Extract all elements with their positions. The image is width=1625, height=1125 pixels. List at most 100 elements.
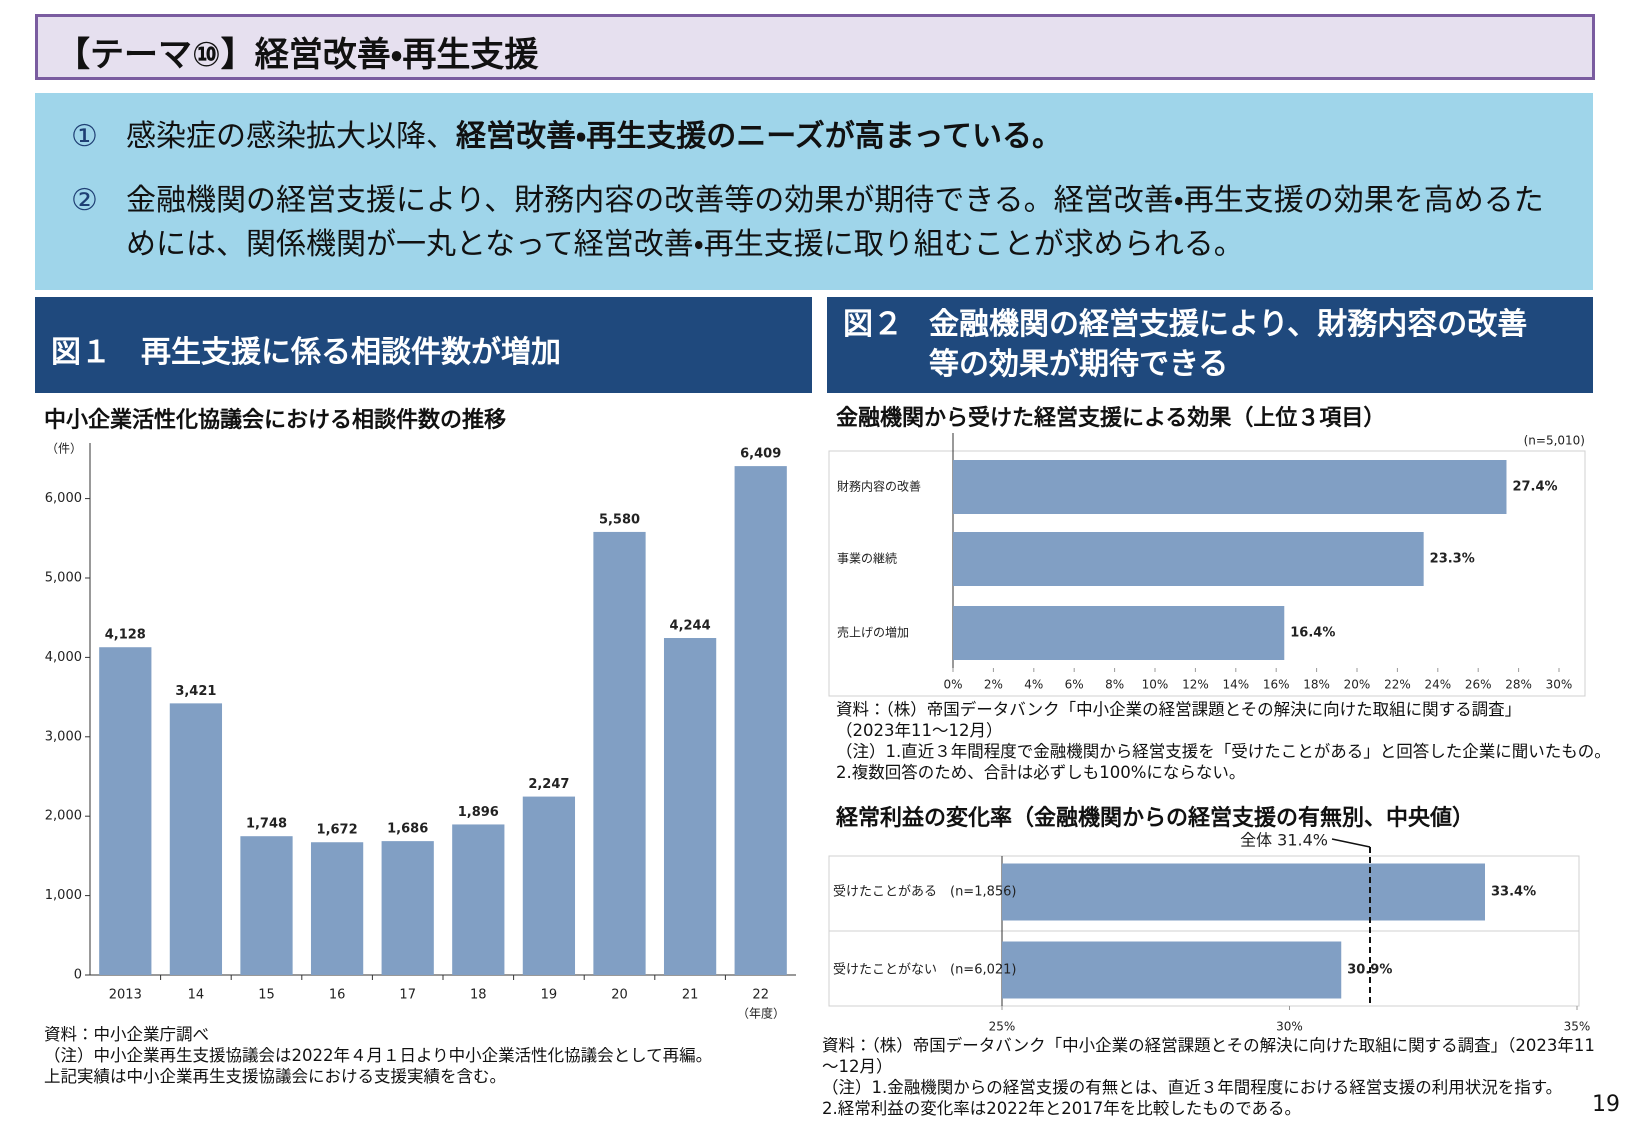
y-tick-label: 3,000 (45, 729, 82, 744)
x-tick-label: 16% (1263, 678, 1290, 692)
x-axis-label: （年度） (737, 1007, 785, 1021)
chart: 0% 2% 4% 6% 8% 10% 12% 14% 16% 18% 20% 22% 24% 26% 28%… (828, 433, 1586, 697)
figure-heading: 図２ 金融機関の経営支援により、財務内容の改善 等の効果が期待できる (827, 297, 1593, 393)
value-label: 6,409 (740, 447, 781, 462)
x-tick-label: 20% (1344, 678, 1371, 692)
x-tick-label: 21 (682, 988, 699, 1003)
bar (663, 638, 717, 975)
notes: 資料：（株）帝国データバンク「中小企業の経営課題とその解決に向けた取組に関する調… (836, 699, 1625, 783)
y-tick-label: 1,000 (45, 888, 82, 903)
chart-title: 中小企業活性化協議会における相談件数の推移 (44, 408, 507, 433)
y-tick-label: 4,000 (45, 650, 82, 665)
note: （2023年11～12月） (836, 721, 1003, 740)
chart: 25%30%35%33.4%受けたことがある (n=1,856)30.9%受けた… (828, 831, 1591, 1034)
bar (1002, 863, 1485, 921)
x-tick-label: 2% (984, 678, 1003, 692)
value-label: 1,672 (317, 823, 358, 838)
x-tick-label: 22% (1384, 678, 1411, 692)
x-tick-label: 8% (1105, 678, 1124, 692)
bar (953, 460, 1507, 514)
figure-heading: 図１ 再生支援に係る相談件数が増加 (35, 297, 812, 393)
item-text-bold: 経営改善・再生支援のニーズが高まっている。 (456, 119, 1062, 154)
x-tick-label: 26% (1465, 678, 1492, 692)
item-text: 感染症の感染拡大以降、経営改善・再生支援のニーズが高まっている。 (126, 115, 1062, 159)
chart-title: 金融機関から受けた経営支援による効果（上位３項目） (836, 406, 1386, 431)
x-tick-label: 12% (1182, 678, 1209, 692)
note: （注）1.直近３年間程度で金融機関から経営支援を「受けたことがある」と回答した企… (836, 742, 1611, 761)
x-tick-label: 22 (752, 988, 769, 1003)
note: 上記実績は中小企業再生支援協議会における支援実績を含む。 (44, 1067, 506, 1086)
notes: 資料：（株）帝国データバンク「中小企業の経営課題とその解決に向けた取組に関する調… (822, 1035, 1597, 1119)
y-tick-label: 2,000 (45, 809, 82, 824)
value-label: 3,421 (175, 684, 216, 699)
chart-title: 経常利益の変化率（金融機関からの経営支援の有無別、中央値） (836, 806, 1475, 831)
x-tick-label: 0% (943, 678, 962, 692)
category-label: 受けたことがある (n=1,856) (833, 885, 1017, 900)
x-tick-label: 35% (1564, 1020, 1591, 1034)
note: 2.経常利益の変化率は2022年と2017年を比較したものである。 (822, 1099, 1302, 1118)
sample-note: (n=5,010) (1524, 434, 1585, 448)
category-label: 財務内容の改善 (837, 479, 921, 494)
x-tick-label: 14% (1222, 678, 1249, 692)
bar (1002, 941, 1342, 999)
category-label: 事業の継続 (837, 552, 897, 566)
category-label: 売上げの増加 (837, 625, 909, 640)
heading-line: 金融機関の経営支援により、財務内容の改善 (929, 307, 1528, 342)
x-tick-label: 4% (1024, 678, 1043, 692)
page-number: 19 (1592, 1092, 1620, 1117)
summary-box: ① 感染症の感染拡大以降、経営改善・再生支援のニーズが高まっている。 ② 金融機関の… (35, 93, 1593, 290)
value-label: 1,748 (246, 817, 287, 832)
note: 資料：（株）帝国データバンク「中小企業の経営課題とその解決に向けた取組に関する調… (836, 700, 1522, 719)
note: 資料：（株）帝国データバンク「中小企業の経営課題とその解決に向けた取組に関する調… (822, 1036, 1595, 1076)
value-label: 4,128 (105, 628, 146, 643)
item-text: 金融機関の経営支援により、財務内容の改善等の効果が期待できる。経営改善・再生支援… (126, 183, 1544, 262)
note: 資料：中小企業庁調べ (44, 1025, 209, 1044)
notes: 資料：中小企業庁調べ （注）中小企業再生支援協議会は2022年４月１日より中小企… (44, 1024, 814, 1087)
bar (240, 836, 293, 975)
bar (169, 703, 223, 975)
bar (522, 796, 576, 975)
x-tick-label: 6% (1065, 678, 1084, 692)
x-tick-label: 17 (399, 988, 416, 1003)
note: （注）1.金融機関からの経営支援の有無とは、直近３年間程度における経営支援の利用… (822, 1078, 1563, 1097)
slide-title: 【テーマ⑩】経営改善・再生支援 (35, 14, 1595, 80)
value-label: 2,247 (528, 777, 569, 792)
bar (381, 841, 434, 975)
x-tick-label: 28% (1505, 678, 1532, 692)
bar (953, 532, 1424, 586)
y-axis-label: （件） (46, 442, 82, 456)
item-number: ② (71, 183, 98, 218)
value-label: 4,244 (670, 619, 711, 634)
bar (310, 842, 364, 975)
note: 2.複数回答のため、合計は必ずしも100%にならない。 (836, 763, 1246, 782)
chart: 0 1,000 2,000 3,000 4,000 5,000 6,000 （件） （年度） 4,… (45, 442, 796, 1021)
value-label: 1,896 (458, 805, 499, 820)
figure-heading-text: 金融機関の経営支援により、財務内容の改善 等の効果が期待できる (929, 305, 1527, 393)
bar (734, 466, 787, 975)
x-tick-label: 25% (989, 1020, 1016, 1034)
x-tick-label: 2013 (109, 988, 142, 1003)
x-tick-label: 14 (188, 988, 205, 1003)
x-tick-label: 18% (1303, 678, 1330, 692)
y-tick-label: 5,000 (45, 570, 82, 585)
reference-pointer (1331, 838, 1371, 848)
summary-item: ② 金融機関の経営支援により、財務内容の改善等の効果が期待できる。経営改善・再生支… (71, 179, 1573, 267)
bar (953, 606, 1285, 660)
bar (452, 824, 505, 975)
value-label: 1,686 (387, 822, 428, 837)
value-label: 16.4% (1290, 626, 1335, 641)
summary-item: ① 感染症の感染拡大以降、経営改善・再生支援のニーズが高まっている。 (71, 115, 1573, 159)
x-tick-label: 19 (541, 988, 558, 1003)
item-text-plain: 感染症の感染拡大以降、 (126, 119, 456, 154)
x-tick-label: 30% (1276, 1020, 1303, 1034)
x-tick-label: 24% (1424, 678, 1451, 692)
x-tick-label: 20 (611, 988, 628, 1003)
item-number: ① (71, 119, 98, 154)
x-tick-label: 10% (1142, 678, 1169, 692)
x-tick-label: 15 (258, 988, 275, 1003)
note: （注）中小企業再生支援協議会は2022年４月１日より中小企業活性化協議会として再… (44, 1046, 713, 1065)
x-tick-label: 30% (1546, 678, 1573, 692)
value-label: 27.4% (1512, 480, 1557, 495)
figure-number: 図２ (843, 307, 903, 342)
